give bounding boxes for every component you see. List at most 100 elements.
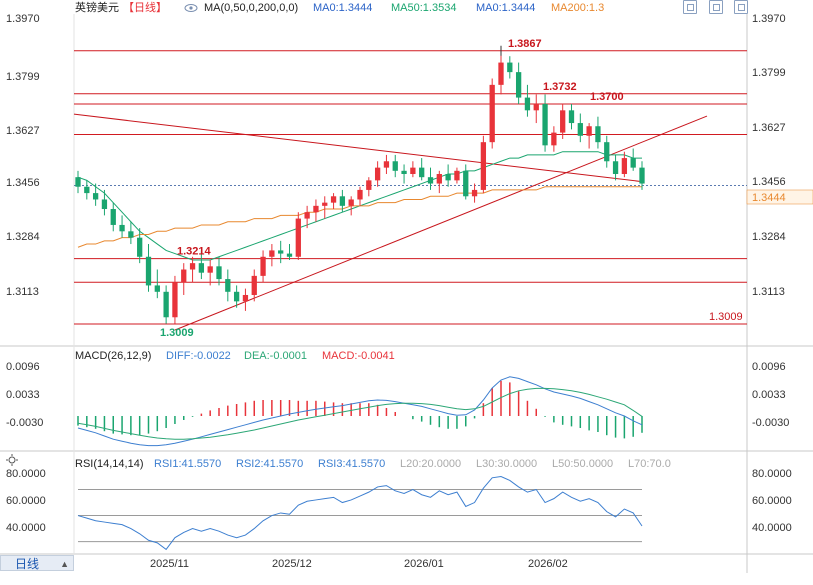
macd-axis-left-2: -0.0030 (6, 417, 43, 429)
candle (410, 161, 416, 178)
candle (515, 62, 522, 104)
period-tag: 【日线】 (123, 0, 167, 14)
candle-body (101, 199, 108, 210)
candle (427, 167, 434, 190)
rsi-title: RSI(14,14,14) (75, 458, 143, 470)
period-tab[interactable]: 日线 ▲ (0, 555, 74, 571)
candle-body (551, 132, 557, 146)
candle-body (401, 170, 407, 174)
candle (436, 170, 442, 194)
gear-icon[interactable] (6, 454, 18, 466)
candle (304, 205, 310, 229)
macd-axis-right-0: 0.0096 (752, 361, 786, 373)
candle-body (507, 62, 513, 73)
rsi2-value: RSI2:41.5570 (236, 458, 303, 470)
candle-body (269, 250, 275, 257)
candle-body (639, 167, 645, 184)
macd-axis-left-1: 0.0033 (6, 389, 40, 401)
rsi-line (77, 475, 643, 551)
candle-body (163, 291, 169, 318)
candle (75, 170, 81, 194)
layout-icon[interactable] (709, 0, 723, 14)
candle (348, 196, 354, 216)
candle-body (189, 263, 196, 270)
x-label-3: 2026/02 (528, 558, 568, 570)
candle (84, 180, 90, 200)
candle (551, 126, 557, 152)
candle (154, 269, 160, 299)
candle (357, 186, 363, 206)
candle-body (260, 256, 266, 276)
price-axis-left-1: 1.3799 (6, 71, 40, 83)
rsi-axis-right-1: 60.0000 (752, 495, 792, 507)
candle (533, 94, 539, 124)
candle-body (278, 250, 284, 254)
current-price-label: 1.3444 (752, 192, 786, 204)
settings-icon[interactable] (734, 0, 748, 14)
candle-body (427, 177, 434, 184)
rsi-axis-left-1: 60.0000 (6, 495, 46, 507)
price-axis-left-3: 1.3456 (6, 177, 40, 189)
candle (366, 177, 372, 197)
price-panel: 1.3867 1.3732 1.3700 1.3214 1.3009 1.3009 (73, 38, 747, 339)
candle-body (84, 186, 90, 194)
candle (339, 189, 346, 213)
ma200-value: MA200:1.3 (551, 2, 604, 14)
macd-title: MACD(26,12,9) (75, 350, 151, 362)
candle (471, 183, 478, 203)
candle (269, 244, 275, 267)
candle-body (357, 189, 363, 200)
candle (401, 164, 407, 184)
price-axis-right-5: 1.3113 (752, 286, 785, 298)
ma50-value: MA50:1.3534 (391, 2, 456, 14)
candle (172, 275, 178, 324)
candle (295, 212, 301, 260)
eye-icon[interactable] (184, 4, 198, 12)
candle-body (612, 161, 619, 174)
candle (101, 189, 108, 216)
candle-body (92, 193, 99, 200)
rsi-axis-right-0: 80.0000 (752, 468, 792, 480)
candle-body (339, 196, 346, 206)
candle (189, 256, 196, 283)
candle-body (110, 209, 116, 225)
price-annotation-3: 1.3214 (177, 246, 212, 258)
candle-body (330, 196, 337, 203)
candle (595, 116, 601, 149)
candle-body (137, 237, 143, 257)
macd-dea: DEA:-0.0001 (244, 350, 307, 362)
ma0-value: MA0:1.3444 (313, 2, 372, 14)
macd-panel (77, 376, 643, 447)
price-annotation-right: 1.3009 (709, 311, 743, 323)
candle-body (207, 266, 213, 273)
candle-body (436, 174, 442, 184)
rsi-l70: L70:70.0 (628, 458, 671, 470)
candle (225, 269, 231, 302)
rsi3-value: RSI3:41.5570 (318, 458, 385, 470)
candle (181, 263, 187, 295)
candle-body (348, 199, 354, 206)
candle (639, 161, 645, 190)
candle (374, 161, 381, 187)
candle-body (181, 269, 187, 283)
candle-body (128, 231, 134, 238)
candle (463, 164, 469, 200)
fullscreen-icon[interactable] (683, 0, 697, 14)
candle-body (621, 158, 628, 174)
candle-body (233, 291, 240, 302)
candle-body (630, 158, 636, 168)
candle (207, 259, 213, 286)
candle-body (198, 263, 205, 273)
candle-body (172, 282, 178, 318)
price-axis-left-0: 1.3970 (6, 13, 40, 25)
candle-body (489, 84, 495, 143)
candle (313, 199, 319, 222)
price-annotation-2: 1.3700 (590, 91, 624, 103)
candle (163, 285, 169, 324)
price-annotation-0: 1.3867 (508, 38, 542, 50)
candle-body (604, 142, 610, 162)
candle-body (480, 142, 487, 190)
candle (604, 135, 610, 168)
x-label-1: 2025/12 (272, 558, 312, 570)
